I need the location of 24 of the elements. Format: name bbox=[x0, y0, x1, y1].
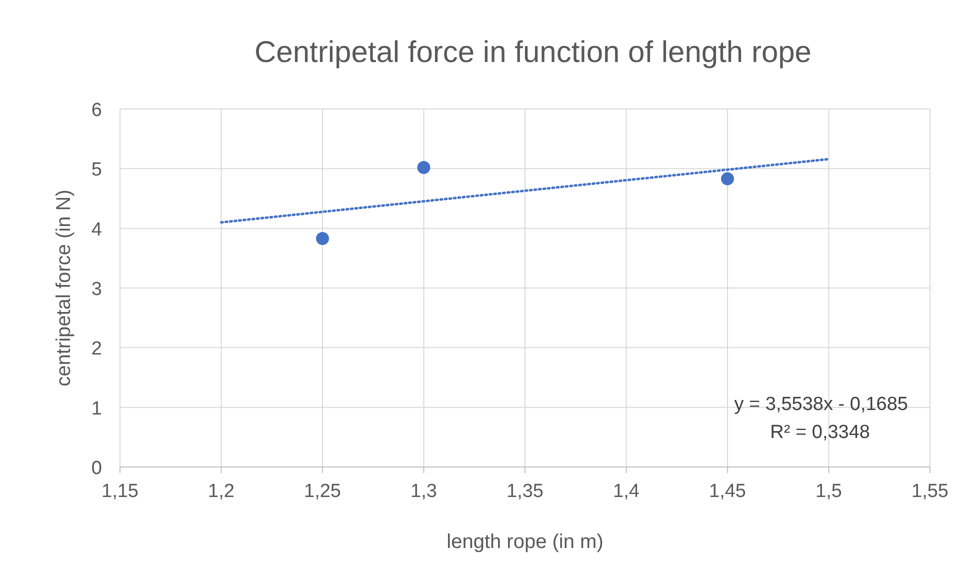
y-tick-label: 3 bbox=[91, 279, 102, 300]
x-tick-label: 1,4 bbox=[613, 481, 640, 502]
x-tick-label: 1,45 bbox=[709, 481, 746, 502]
y-tick-label: 2 bbox=[91, 338, 102, 360]
x-tick-label: 1,25 bbox=[304, 481, 341, 502]
x-tick-label: 1,2 bbox=[208, 481, 234, 502]
chart-title: Centripetal force in function of length rope bbox=[254, 36, 812, 69]
annotation: R² = 0,3348 bbox=[770, 422, 870, 443]
y-tick-label: 6 bbox=[91, 100, 102, 121]
x-tick-label: 1,5 bbox=[816, 481, 842, 502]
x-tick-label: 1,15 bbox=[102, 481, 138, 502]
y-tick-label: 5 bbox=[91, 160, 102, 181]
y-tick-label: 0 bbox=[91, 458, 102, 479]
x-tick-label: 1,55 bbox=[912, 481, 948, 502]
point bbox=[721, 172, 734, 186]
y-tick-label: 4 bbox=[91, 219, 102, 240]
annotation: y = 3,5538x - 0,1685 bbox=[734, 394, 908, 415]
x-tick-label: 1,3 bbox=[410, 481, 437, 502]
y-axis-title: centripetal force (in N) bbox=[53, 190, 75, 386]
y-tick-label: 1 bbox=[91, 398, 102, 420]
x-tick-label: 1,35 bbox=[506, 481, 544, 502]
point bbox=[316, 232, 329, 245]
x-axis-title: length rope (in m) bbox=[446, 531, 604, 553]
point bbox=[417, 160, 430, 174]
